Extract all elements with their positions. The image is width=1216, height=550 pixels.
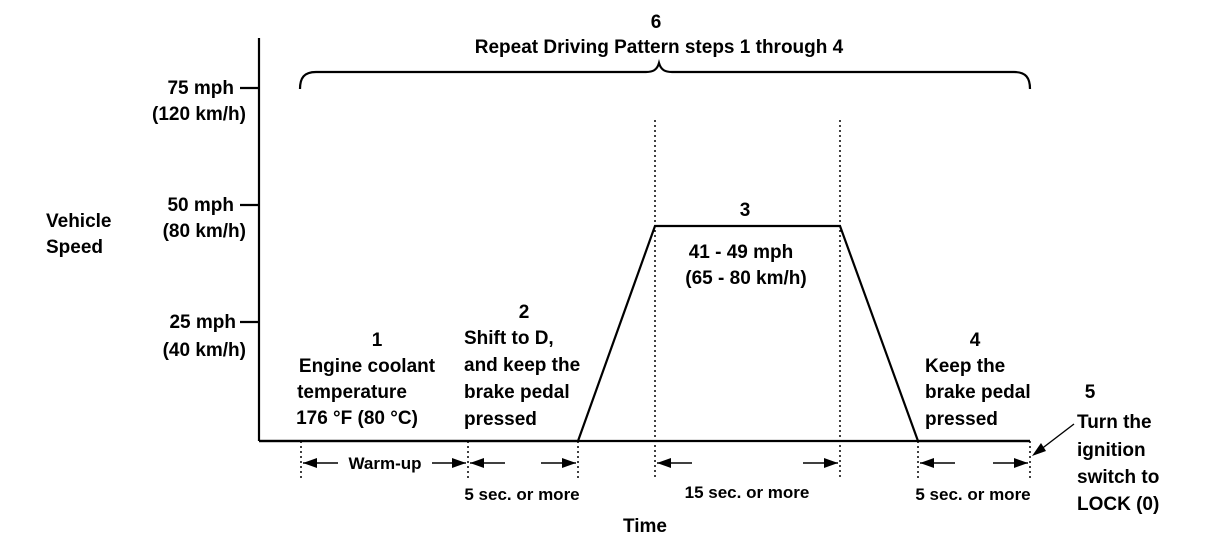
step5-pointer-line [1039, 423, 1075, 451]
d2-arrow-right-head [562, 458, 576, 468]
y-tick-75-mph: 75 mph [167, 78, 234, 99]
d4-label: 5 sec. or more [915, 485, 1030, 504]
step6-text: Repeat Driving Pattern steps 1 through 4 [475, 37, 844, 58]
step5-line2: ignition [1077, 440, 1146, 461]
step1-line3: 176 °F (80 °C) [296, 408, 418, 429]
d3-arrow-left-head [657, 458, 671, 468]
step3-line1: 41 - 49 mph [689, 242, 794, 263]
step4-line3: pressed [925, 409, 998, 430]
step5-line3: switch to [1077, 467, 1159, 488]
step2-line1: Shift to D, [464, 328, 554, 349]
step5-pointer-head [1032, 443, 1046, 456]
step1-line2: temperature [297, 382, 407, 403]
step6-brace [298, 59, 1032, 90]
warmup-arrow-left-head [303, 458, 317, 468]
d3-label: 15 sec. or more [685, 483, 810, 502]
step2-line4: pressed [464, 409, 537, 430]
y-tick-50-kmh: (80 km/h) [163, 221, 246, 242]
y-tick-25-kmh: (40 km/h) [163, 340, 246, 361]
step2-line3: brake pedal [464, 382, 570, 403]
d2-arrow-left-head [470, 458, 484, 468]
step4-number: 4 [970, 330, 981, 351]
warmup-arrow-right-head [452, 458, 466, 468]
step5-number: 5 [1085, 382, 1096, 403]
step3-line2: (65 - 80 km/h) [685, 268, 806, 289]
y-axis-label-line1: Vehicle [46, 211, 112, 232]
x-axis-label: Time [623, 516, 667, 537]
d4-arrow-left-head [920, 458, 934, 468]
step4-line1: Keep the [925, 356, 1005, 377]
y-tick-25-mph: 25 mph [169, 312, 236, 333]
step5-line4: LOCK (0) [1077, 494, 1159, 515]
d3-arrow-right-head [824, 458, 838, 468]
step4-line2: brake pedal [925, 382, 1031, 403]
step2-number: 2 [519, 302, 530, 323]
y-axis-label-line2: Speed [46, 237, 103, 258]
step2-line2: and keep the [464, 355, 580, 376]
step6-number: 6 [651, 12, 662, 33]
d2-label: 5 sec. or more [464, 485, 579, 504]
y-tick-75-kmh: (120 km/h) [152, 104, 246, 125]
warmup-label: Warm-up [348, 454, 421, 473]
step1-line1: Engine coolant [299, 356, 436, 377]
step3-number: 3 [740, 200, 751, 221]
speed-profile-line [259, 224, 1030, 443]
step5-line1: Turn the [1077, 412, 1152, 433]
step1-number: 1 [372, 330, 383, 351]
d4-arrow-right-head [1014, 458, 1028, 468]
y-tick-50-mph: 50 mph [167, 195, 234, 216]
